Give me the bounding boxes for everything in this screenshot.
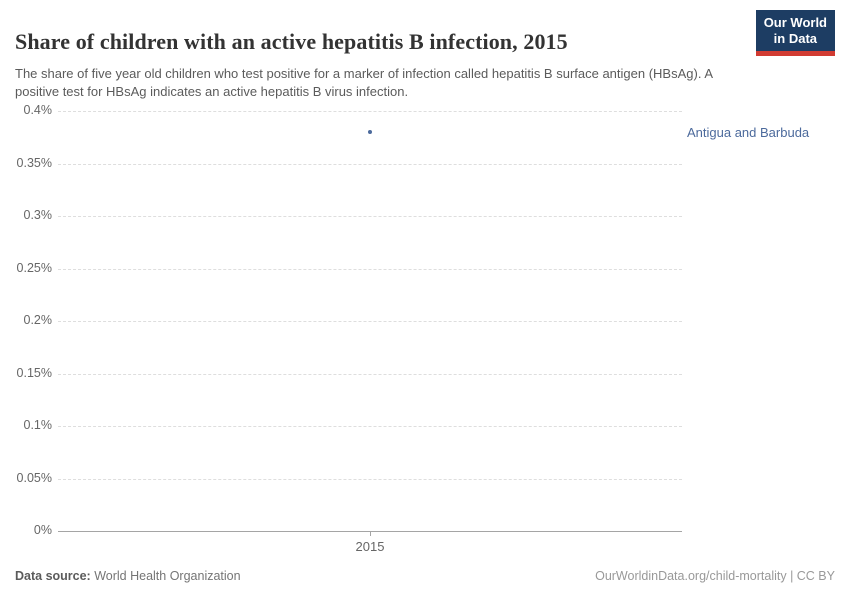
attribution-link[interactable]: OurWorldinData.org/child-mortality | CC … bbox=[595, 569, 835, 583]
y-axis-tick-label: 0.1% bbox=[23, 418, 53, 432]
data-source-value: World Health Organization bbox=[90, 569, 241, 583]
y-axis-tick-label: 0.2% bbox=[23, 313, 53, 327]
owid-logo[interactable]: Our World in Data bbox=[755, 10, 835, 56]
entity-label[interactable]: Antigua and Barbuda bbox=[687, 125, 810, 140]
data-point[interactable] bbox=[368, 130, 372, 134]
y-axis-tick-label: 0.15% bbox=[16, 365, 52, 380]
y-axis-tick-label: 0.35% bbox=[16, 155, 52, 170]
y-axis-tick-label: 0.4% bbox=[23, 103, 53, 117]
y-gridline bbox=[58, 216, 682, 217]
x-axis-tick bbox=[370, 531, 371, 536]
y-gridline bbox=[58, 163, 682, 165]
y-axis-tick-label: 0% bbox=[33, 523, 52, 537]
y-gridline bbox=[58, 373, 682, 375]
data-source-label: Data source: bbox=[15, 569, 91, 583]
y-gridline bbox=[58, 268, 682, 270]
owid-logo-line1: Our World bbox=[763, 15, 827, 30]
owid-logo-line2: in Data bbox=[773, 30, 818, 46]
chart-subtitle: The share of five year old children who … bbox=[15, 66, 713, 99]
y-axis-tick-label: 0.3% bbox=[23, 208, 53, 222]
y-gridline bbox=[58, 478, 682, 480]
x-axis-tick-label: 2015 bbox=[355, 539, 385, 554]
y-gridline bbox=[58, 111, 682, 112]
data-source-note: Data source: World Health Organization bbox=[15, 569, 241, 583]
y-gridline bbox=[58, 321, 682, 322]
y-axis-tick-label: 0.25% bbox=[16, 260, 52, 275]
y-axis-tick-label: 0.05% bbox=[16, 470, 52, 485]
page-title: Share of children with an active hepatit… bbox=[15, 28, 568, 54]
y-gridline bbox=[58, 426, 682, 427]
